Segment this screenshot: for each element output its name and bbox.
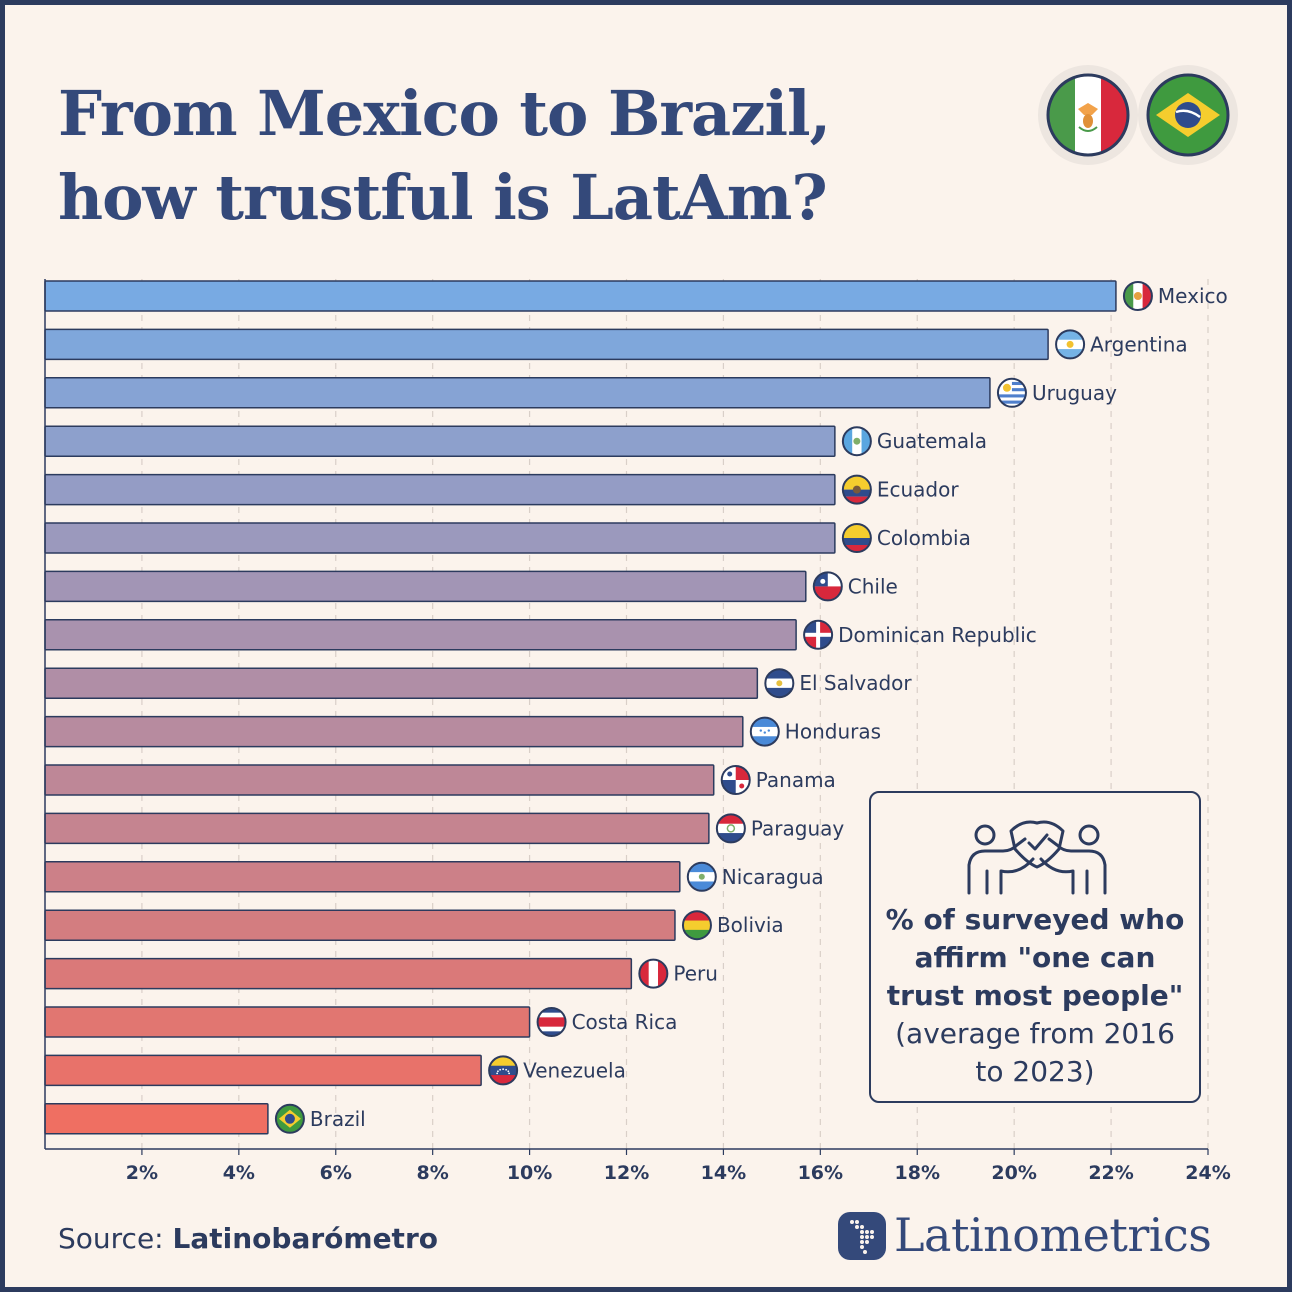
legend-caption: % of surveyed who affirm "one can trust … <box>881 901 1189 1091</box>
bar-label: El Salvador <box>799 671 912 695</box>
peru-flag-icon <box>638 958 669 989</box>
guatemala-flag-icon <box>841 426 872 457</box>
source-label: Source: <box>58 1222 173 1255</box>
bar-label: Chile <box>848 574 898 598</box>
legend-caption-bold: % of surveyed who affirm "one can trust … <box>885 903 1185 1012</box>
legend-caption-normal: (average from 2016 to 2023) <box>895 1017 1175 1088</box>
colombia-flag-icon <box>841 523 872 553</box>
bar-label: Uruguay <box>1032 381 1117 405</box>
bar-label: Mexico <box>1158 284 1228 308</box>
honduras-flag-icon <box>749 716 780 747</box>
x-tick-label: 8% <box>417 1162 449 1184</box>
bar-label: Costa Rica <box>572 1010 678 1034</box>
bolivia-flag-icon <box>681 910 712 941</box>
paraguay-flag-icon <box>715 813 746 844</box>
latin-america-map-icon <box>838 1212 886 1260</box>
bar-label: Peru <box>673 962 718 986</box>
source-name: Latinobarómetro <box>172 1222 438 1255</box>
nicaragua-flag-icon <box>686 861 717 892</box>
bar-colombia <box>44 522 836 554</box>
brand-name: Latinometrics <box>894 1208 1212 1262</box>
bar-label: Dominican Republic <box>838 623 1037 647</box>
bar-label: Colombia <box>877 526 971 550</box>
bar-guatemala <box>44 425 836 457</box>
bar-nicaragua <box>44 861 681 893</box>
bar-label: Nicaragua <box>722 865 824 889</box>
bar-el-salvador <box>44 667 759 699</box>
el-salvador-flag-icon <box>764 668 795 699</box>
bar-uruguay <box>44 377 991 409</box>
bar-dominican-republic <box>44 619 797 651</box>
x-tick-label: 16% <box>798 1162 843 1184</box>
x-tick-label: 14% <box>701 1162 746 1184</box>
trust-people-icon <box>967 820 1107 895</box>
x-tick-label: 6% <box>320 1162 352 1184</box>
bar-label: Bolivia <box>717 913 784 937</box>
title-line-2: how trustful is LatAm? <box>58 161 828 234</box>
bar-label: Argentina <box>1090 332 1188 356</box>
bar-chile <box>44 570 807 603</box>
x-tick-label: 10% <box>507 1162 552 1184</box>
bar-chart: Mexico Argentina Uruguay Guatemala Ecuador Co… <box>44 279 1231 1184</box>
bar-argentina <box>44 328 1049 361</box>
bar-honduras <box>44 715 744 748</box>
bar-label: Ecuador <box>877 478 959 502</box>
bar-panama <box>44 764 715 796</box>
uruguay-flag-icon <box>996 377 1027 408</box>
bar-venezuela <box>44 1054 482 1087</box>
argentina-flag-icon <box>1055 329 1086 360</box>
mexico-flag-icon <box>1122 281 1153 311</box>
bar-label: Honduras <box>785 720 881 744</box>
page-title: From Mexico to Brazil, how trustful is L… <box>58 72 958 240</box>
x-tick-label: 12% <box>604 1162 649 1184</box>
dominican-republic-flag-icon <box>803 619 834 650</box>
bar-label: Guatemala <box>877 429 987 453</box>
panama-flag-icon <box>720 765 751 795</box>
bar-bolivia <box>44 909 676 941</box>
ecuador-flag-icon <box>841 474 872 505</box>
bar-label: Panama <box>756 768 836 792</box>
legend-box: % of surveyed who affirm "one can trust … <box>869 791 1201 1103</box>
bar-costa-rica <box>44 1006 531 1038</box>
venezuela-flag-icon <box>488 1055 519 1086</box>
bar-ecuador <box>44 473 836 506</box>
source-note: Source: Latinobarómetro <box>58 1222 438 1255</box>
brazil-flag-icon <box>1146 73 1230 157</box>
x-tick-label: 18% <box>895 1162 940 1184</box>
bar-paraguay <box>44 812 710 845</box>
bar-label: Paraguay <box>751 816 845 840</box>
hero-flags <box>1038 65 1238 165</box>
bar-mexico <box>44 280 1117 312</box>
brazil-flag-icon <box>274 1103 305 1134</box>
x-tick-label: 24% <box>1185 1162 1230 1184</box>
bar-label: Brazil <box>310 1107 366 1131</box>
x-tick-label: 22% <box>1088 1162 1133 1184</box>
x-tick-label: 20% <box>991 1162 1036 1184</box>
x-tick-label: 2% <box>126 1162 158 1184</box>
x-tick-label: 4% <box>223 1162 255 1184</box>
bar-label: Venezuela <box>523 1058 626 1082</box>
title-line-1: From Mexico to Brazil, <box>58 77 831 150</box>
chile-flag-icon <box>812 571 843 602</box>
bar-brazil <box>44 1103 269 1135</box>
costa-rica-flag-icon <box>536 1007 567 1037</box>
bar-peru <box>44 957 633 990</box>
